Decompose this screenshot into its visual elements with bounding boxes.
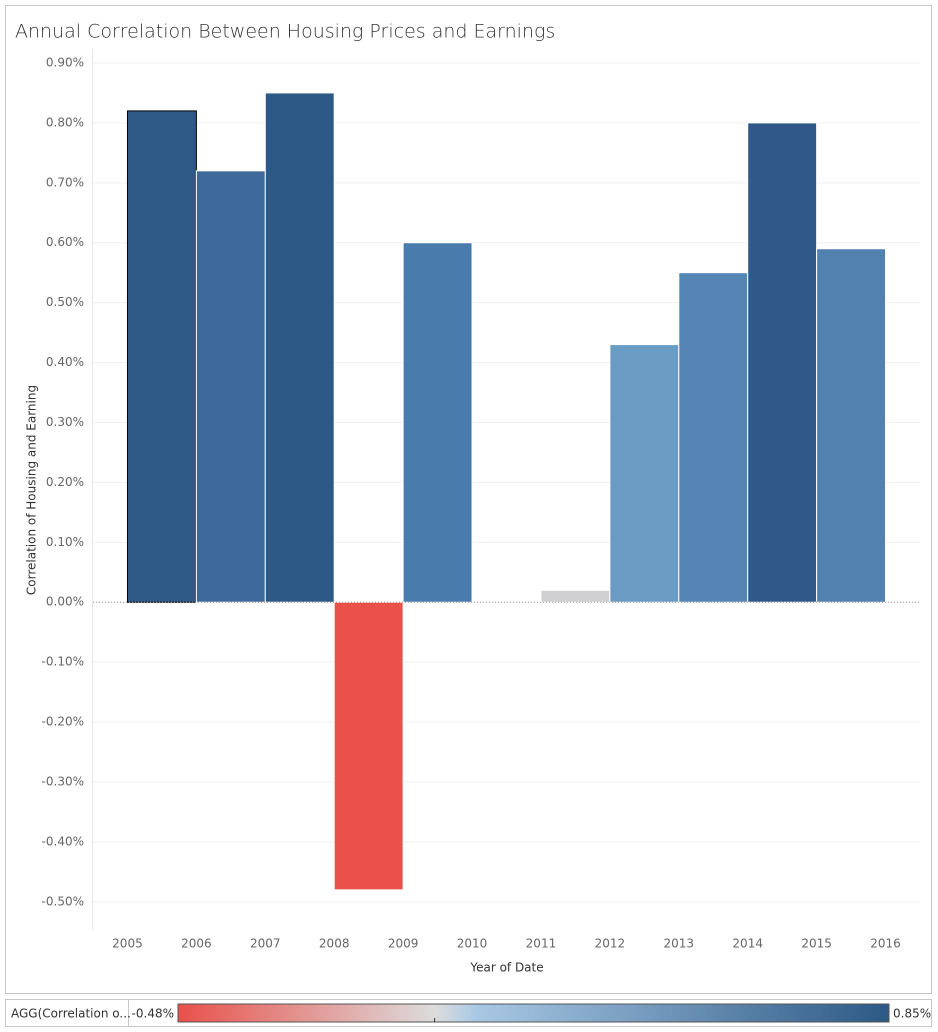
- y-tick-label: -0.30%: [42, 775, 84, 789]
- legend-gradient: [177, 1003, 890, 1023]
- y-tick-label: -0.20%: [42, 715, 84, 729]
- y-tick-label: -0.10%: [42, 655, 84, 669]
- y-tick-label: 0.00%: [46, 595, 84, 609]
- bar: [747, 122, 818, 603]
- x-tick-label: 2011: [526, 937, 557, 951]
- bar: [678, 272, 749, 603]
- bar: [126, 110, 197, 603]
- bar: [402, 242, 473, 603]
- bar: [264, 92, 335, 603]
- y-tick-label: -0.40%: [42, 834, 84, 848]
- y-tick-label: 0.20%: [46, 475, 84, 489]
- x-tick-label: 2016: [870, 937, 901, 951]
- x-tick-label: 2013: [664, 937, 695, 951]
- x-tick-label: 2008: [319, 937, 350, 951]
- y-tick-label: 0.30%: [46, 415, 84, 429]
- legend-min-label: -0.48%: [132, 1007, 174, 1021]
- y-axis-title: Correlation of Housing and Earning: [25, 385, 39, 595]
- x-tick-label: 2005: [112, 937, 143, 951]
- y-tick-label: -0.50%: [42, 894, 84, 908]
- x-tick-label: 2006: [181, 937, 212, 951]
- x-tick-label: 2012: [595, 937, 626, 951]
- legend-max-label: 0.85%: [893, 1007, 931, 1021]
- x-tick-label: 2010: [457, 937, 488, 951]
- bar: [471, 601, 542, 604]
- chart-title: Annual Correlation Between Housing Price…: [15, 21, 555, 43]
- bar: [816, 248, 887, 603]
- x-tick-label: 2007: [250, 937, 281, 951]
- x-axis-title: Year of Date: [469, 961, 543, 975]
- bar: [609, 344, 680, 603]
- y-tick-label: 0.10%: [46, 535, 84, 549]
- y-tick-label: 0.40%: [46, 355, 84, 369]
- y-tick-label: 0.60%: [46, 235, 84, 249]
- bar: [540, 589, 611, 603]
- bar: [195, 170, 266, 603]
- bar: [333, 601, 404, 891]
- y-tick-label: 0.70%: [46, 175, 84, 189]
- y-tick-label: 0.90%: [46, 55, 84, 69]
- x-tick-label: 2015: [801, 937, 832, 951]
- y-tick-label: 0.80%: [46, 115, 84, 129]
- y-tick-label: 0.50%: [46, 295, 84, 309]
- x-tick-label: 2014: [732, 937, 763, 951]
- legend-title: AGG(Correlation o...: [11, 1007, 131, 1021]
- x-tick-label: 2009: [388, 937, 419, 951]
